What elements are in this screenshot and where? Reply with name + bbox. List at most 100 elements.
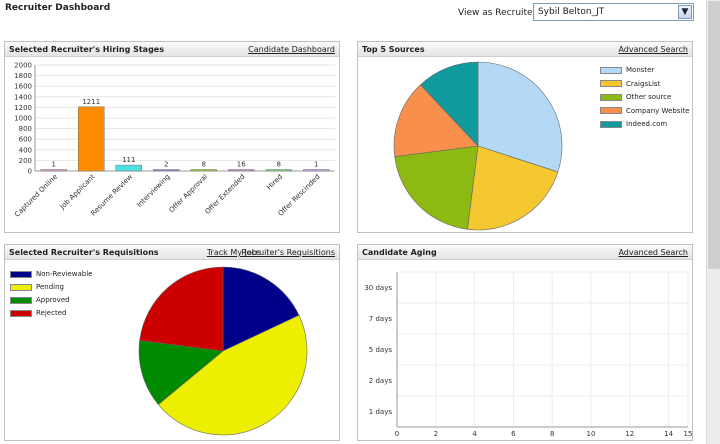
legend-item: Rejected <box>10 309 66 317</box>
legend-item: Other source <box>600 93 671 101</box>
x-tick-label: 6 <box>511 430 516 438</box>
panel-header: Selected Recruiter's Requisitions Track … <box>5 245 339 260</box>
pie-slice <box>477 61 563 173</box>
y-tick-label: 1400 <box>14 93 32 101</box>
x-tick-label: Hired <box>265 173 284 192</box>
bar <box>228 169 255 172</box>
legend-item: Company Website <box>600 107 689 115</box>
chevron-down-icon[interactable]: ▼ <box>678 5 692 19</box>
requisitions-panel: Selected Recruiter's Requisitions Track … <box>4 244 340 441</box>
legend-item: Non-Reviewable <box>10 270 92 278</box>
x-tick-label: Captured Online <box>13 173 59 219</box>
x-tick-label: 10 <box>587 430 596 438</box>
data-label: 2 <box>164 161 168 169</box>
y-tick-label: 1600 <box>14 83 32 91</box>
track-my-jobs-link[interactable]: Track My Jobs <box>206 248 261 257</box>
x-tick-label: Job Applicant <box>58 173 97 212</box>
panel-title: Candidate Aging <box>362 248 437 257</box>
legend-item: Indeed.com <box>600 120 667 128</box>
vertical-scrollbar[interactable] <box>706 0 720 444</box>
bar <box>265 169 292 172</box>
legend-item: CraigsList <box>600 80 660 88</box>
y-tick-label: 600 <box>19 136 32 144</box>
legend-label: Non-Reviewable <box>36 270 93 278</box>
legend-label: CraigsList <box>626 79 661 88</box>
scrollbar-thumb[interactable] <box>708 1 720 269</box>
legend-swatch <box>600 66 622 74</box>
x-tick-label: 8 <box>550 430 554 438</box>
panel-header: Top 5 Sources Advanced Search <box>358 42 692 57</box>
recruiter-select-value: Sybil Belton_JT <box>538 7 605 17</box>
pie-slice <box>157 314 308 436</box>
y-tick-label: 1200 <box>14 104 32 112</box>
advanced-search-link[interactable]: Advanced Search <box>618 248 688 257</box>
x-tick-label: Offer Rescinded <box>277 173 322 218</box>
x-tick-label: 12 <box>625 430 634 438</box>
x-tick-label: 0 <box>395 430 399 438</box>
pie-slice <box>394 145 479 230</box>
x-tick-label: 2 <box>434 430 438 438</box>
requisitions-chart <box>138 266 308 436</box>
pie-slice <box>138 340 224 405</box>
bar <box>115 164 142 172</box>
bar <box>78 106 105 172</box>
x-tick-label: 4 <box>472 430 477 438</box>
y-tick-label: 800 <box>19 125 32 133</box>
top-sources-chart <box>393 61 563 231</box>
panel-title: Selected Recruiter's Hiring Stages <box>9 45 164 54</box>
x-tick-label: Offer Approval <box>168 173 210 215</box>
legend-label: Company Website <box>626 106 690 115</box>
x-tick-label: 14 <box>664 430 673 438</box>
y-tick-label: 0 <box>28 168 32 176</box>
legend-label: Rejected <box>36 309 67 317</box>
panel-header: Candidate Aging Advanced Search <box>358 245 692 260</box>
recruiter-label: View as Recruiter: <box>458 8 540 18</box>
hiring-stages-chart: 0 200 400 600 800 1000 1200 1400 1600 1800 2000 1 Ca… <box>13 62 335 219</box>
data-label: 1 <box>52 161 56 169</box>
legend-label: Monster <box>626 66 655 74</box>
data-label: 8 <box>277 161 281 169</box>
y-tick-label: 1 days <box>369 408 393 416</box>
pie-slice <box>467 145 559 231</box>
advanced-search-link[interactable]: Advanced Search <box>618 45 688 54</box>
panel-title: Top 5 Sources <box>362 45 425 54</box>
bar <box>397 406 398 417</box>
legend-swatch <box>10 283 32 291</box>
legend-swatch <box>600 107 622 114</box>
y-tick-label: 200 <box>19 157 32 165</box>
legend-item: Approved <box>10 296 70 304</box>
panel-header: Selected Recruiter's Hiring Stages Candi… <box>5 42 339 57</box>
legend-swatch <box>10 270 32 278</box>
data-label: 1211 <box>82 98 100 106</box>
y-tick-label: 30 days <box>364 284 392 292</box>
bar <box>153 169 180 172</box>
bar <box>397 282 398 293</box>
legend-swatch <box>10 296 32 304</box>
legend-label: Pending <box>36 283 64 291</box>
y-tick-label: 7 days <box>369 315 393 323</box>
bar <box>397 344 398 355</box>
legend-label: Approved <box>36 296 70 304</box>
recruiters-requisitions-link[interactable]: Recruiter's Requisitions <box>241 248 335 257</box>
legend-swatch <box>600 120 622 128</box>
data-label: 8 <box>202 161 206 169</box>
pie-slice <box>139 266 224 352</box>
y-tick-label: 1000 <box>14 115 32 123</box>
y-tick-label: 2000 <box>14 62 32 70</box>
panel-title: Selected Recruiter's Requisitions <box>9 248 159 257</box>
bar <box>190 169 217 172</box>
legend-swatch <box>600 93 622 101</box>
bar <box>303 169 330 172</box>
candidate-dashboard-link[interactable]: Candidate Dashboard <box>248 45 335 54</box>
x-tick-label: Offer Extended <box>204 173 247 216</box>
hiring-stages-panel: Selected Recruiter's Hiring Stages Candi… <box>4 41 340 233</box>
legend-label: Other source <box>626 93 672 101</box>
legend-label: Indeed.com <box>626 120 668 128</box>
pie-slice <box>393 84 479 157</box>
legend-swatch <box>10 309 32 317</box>
y-tick-label: 400 <box>19 146 32 154</box>
x-tick-label: Resume Review <box>89 173 134 218</box>
data-label: 111 <box>122 156 135 164</box>
recruiter-select[interactable]: Sybil Belton_JT ▼ <box>533 3 694 21</box>
